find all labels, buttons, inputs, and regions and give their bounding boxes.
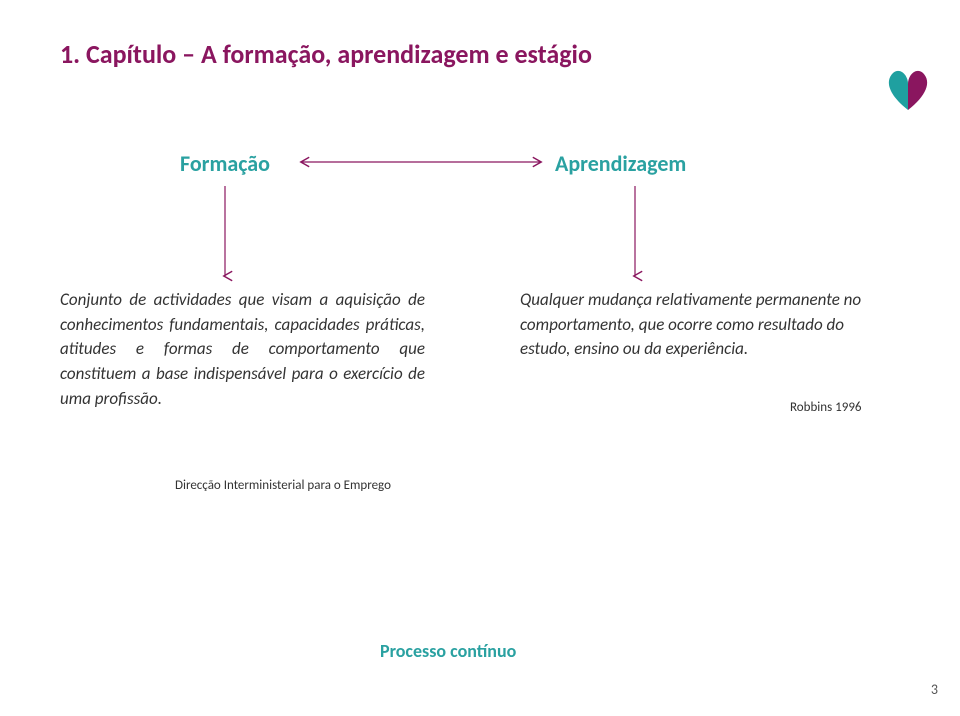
right-definition-text: Qualquer mudança relativamente permanent… xyxy=(520,288,865,362)
footer-label: Processo contínuo xyxy=(380,640,516,662)
left-citation: Direcção Interministerial para o Emprego xyxy=(175,478,391,493)
page-title: 1. Capítulo – A formação, aprendizagem e… xyxy=(60,38,592,70)
heart-logo-icon xyxy=(878,60,938,120)
left-definition-text: Conjunto de actividades que visam a aqui… xyxy=(60,288,425,411)
concept-right-label: Aprendizagem xyxy=(555,150,686,177)
page-number: 3 xyxy=(931,681,938,698)
right-citation: Robbins 1996 xyxy=(790,400,862,415)
concept-left-label: Formação xyxy=(180,150,270,177)
